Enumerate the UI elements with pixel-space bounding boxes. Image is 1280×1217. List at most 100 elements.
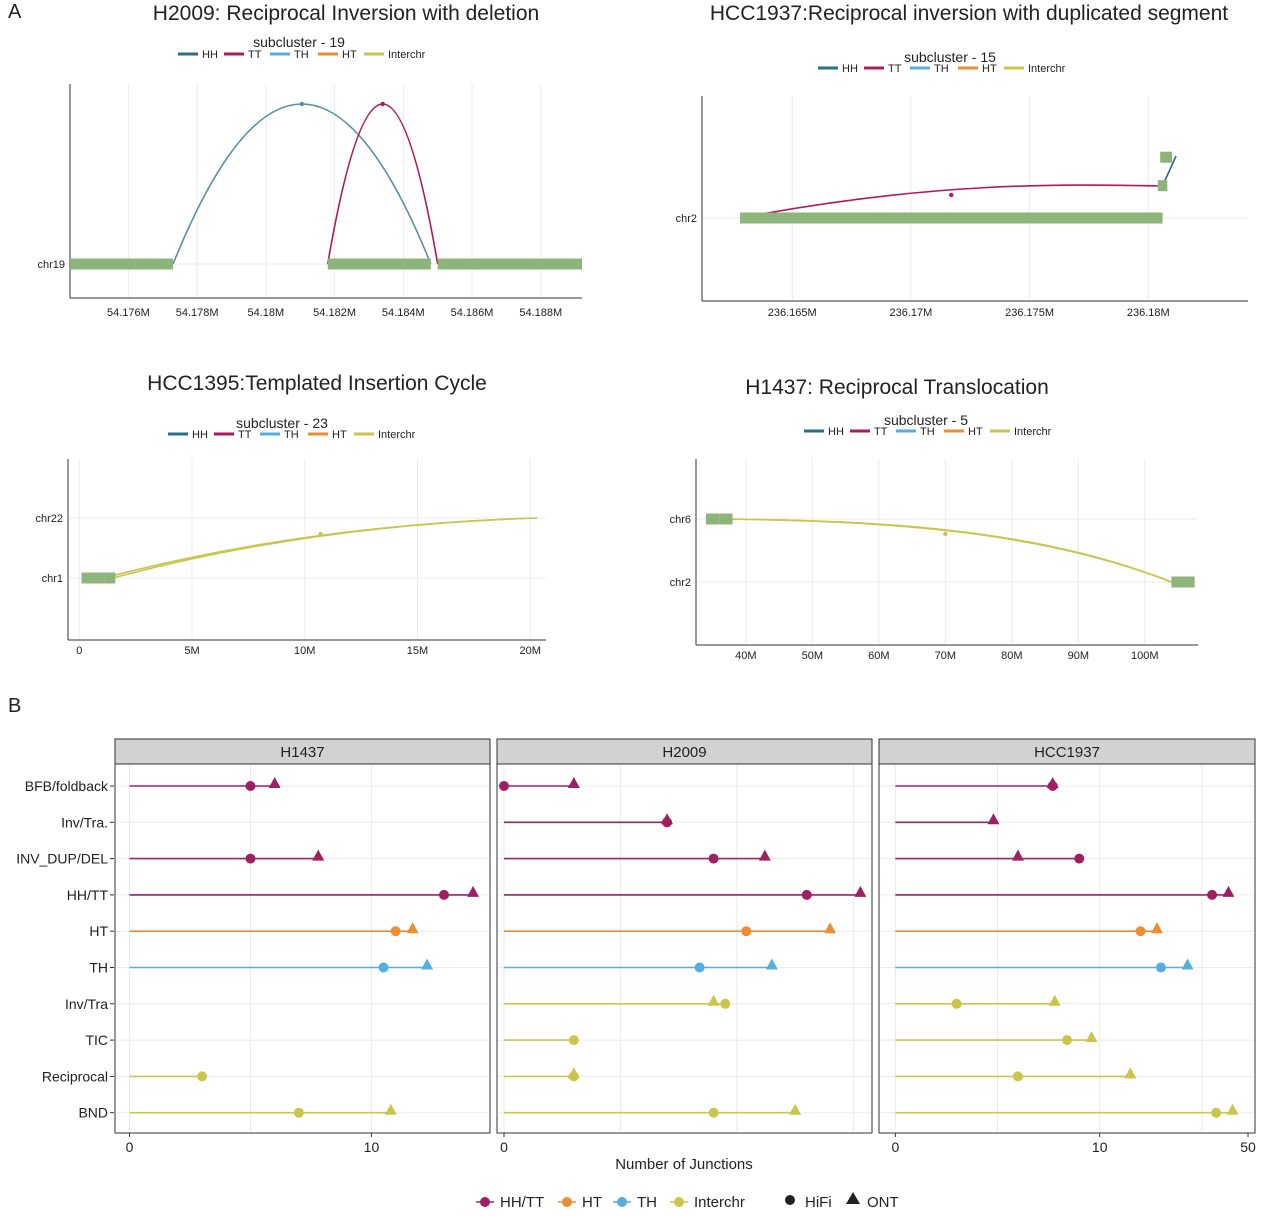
legend-label-HH: HH <box>842 63 858 75</box>
legend-label-TT: TT <box>874 426 888 438</box>
legend-title-1: subcluster - 15 <box>904 49 996 65</box>
hifi-point <box>720 998 731 1009</box>
x-tick-label: 50M <box>802 650 823 662</box>
x-tick-label: 100M <box>1131 650 1159 662</box>
ont-point <box>384 1103 397 1115</box>
facet-title-H1437: H1437 <box>280 744 324 761</box>
segment-chr6 <box>719 513 733 525</box>
category-label: Inv/Tra <box>65 996 108 1012</box>
x-tick-label: 50 <box>1240 1139 1256 1155</box>
x-tick-label: 54.18M <box>248 307 285 319</box>
hifi-point <box>1156 962 1166 973</box>
x-tick-label: 90M <box>1068 650 1089 662</box>
legend-label-Interchr: Interchr <box>378 429 416 441</box>
x-tick-label: 236.165M <box>768 307 817 319</box>
legend-label-HH: HH <box>828 426 844 438</box>
hifi-point <box>568 1035 579 1046</box>
ont-point <box>312 849 325 861</box>
legend-label-Interchr: Interchr <box>388 49 426 61</box>
x-tick-label: 54.184M <box>382 307 425 319</box>
category-label: HT <box>89 923 108 939</box>
junction-midpoint <box>949 192 954 198</box>
x-tick-label: 54.182M <box>313 307 356 319</box>
facet-strip <box>878 738 1256 765</box>
legend-label-HT: HT <box>332 429 347 441</box>
hifi-point <box>708 1107 719 1118</box>
hifi-point <box>498 781 509 791</box>
plot-title-2: HCC1395:Templated Insertion Cycle <box>147 372 487 395</box>
y-tick-label-chr22: chr22 <box>35 513 63 525</box>
legend-label-Interchr: Interchr <box>694 1194 745 1211</box>
segment-chr19 <box>70 258 174 270</box>
legend-label-TH: TH <box>637 1194 657 1211</box>
junction-arc-TT <box>739 184 1163 219</box>
legend-label-ont: ONT <box>867 1194 899 1211</box>
ont-point <box>707 994 720 1006</box>
x-tick-label: 0 <box>500 1139 508 1155</box>
legend-ont-shape <box>846 1192 860 1204</box>
category-label: INV_DUP/DEL <box>16 851 108 867</box>
x-tick-label: 15M <box>407 645 428 657</box>
legend-label-TT: TT <box>888 63 902 75</box>
facet-title-H2009: H2009 <box>662 744 706 761</box>
hifi-point <box>1207 889 1218 900</box>
junction-arc-Interchr <box>112 517 538 579</box>
ont-point <box>854 885 867 897</box>
x-tick-label: 80M <box>1001 650 1022 662</box>
segment-chr1 <box>81 572 105 584</box>
ont-point <box>567 1067 580 1079</box>
segment-chr2 <box>1160 151 1173 163</box>
x-tick-label: 10 <box>1092 1139 1108 1155</box>
junction-midpoint <box>299 101 305 107</box>
legend-key-point <box>480 1197 490 1207</box>
ont-point <box>268 777 281 788</box>
x-tick-label: 70M <box>935 650 956 662</box>
facet-panel <box>496 763 873 1134</box>
hifi-point <box>1211 1107 1222 1118</box>
x-tick-label: 5M <box>184 645 199 657</box>
hifi-point <box>801 889 812 900</box>
panel-label-a: A <box>8 1 22 23</box>
legend-label-TH: TH <box>294 49 309 61</box>
junction-arc-HH <box>172 103 432 265</box>
x-tick-label: 0 <box>76 645 82 657</box>
legend-label-hifi: HiFi <box>805 1194 832 1211</box>
ont-point <box>1011 849 1024 861</box>
y-tick-label-chr1: chr1 <box>42 573 63 585</box>
x-tick-label: 60M <box>868 650 889 662</box>
plot-title-0: H2009: Reciprocal Inversion with deletio… <box>153 2 539 25</box>
y-tick-label-chr6: chr6 <box>670 514 691 526</box>
hifi-point <box>1135 926 1146 937</box>
facet-panel <box>878 763 1256 1134</box>
hifi-point <box>245 781 256 791</box>
legend-label-TT: TT <box>238 429 252 441</box>
ont-point <box>567 777 580 788</box>
category-label: Reciprocal <box>42 1068 108 1084</box>
facet-strip <box>496 738 873 765</box>
ont-point <box>421 958 434 970</box>
x-tick-label: 0 <box>891 1139 899 1155</box>
x-axis-title: Number of Junctions <box>615 1156 753 1173</box>
segment-chr6 <box>705 513 720 525</box>
legend-key-point <box>674 1197 684 1207</box>
ont-point <box>406 922 419 934</box>
x-tick-label: 0 <box>126 1139 134 1155</box>
segment-chr1 <box>104 572 116 584</box>
legend-label-HT: HT <box>342 49 357 61</box>
ont-point <box>758 849 771 861</box>
y-tick-label-chr2: chr2 <box>670 577 691 589</box>
ont-point <box>765 958 778 970</box>
hifi-point <box>439 889 450 900</box>
category-label: TH <box>89 960 108 976</box>
ont-point <box>987 813 1000 825</box>
hifi-point <box>1062 1035 1072 1046</box>
x-tick-label: 20M <box>520 645 541 657</box>
x-tick-label: 236.17M <box>889 307 932 319</box>
category-label: BFB/foldback <box>25 778 109 794</box>
category-label: HH/TT <box>67 887 109 903</box>
legend-label-TH: TH <box>284 429 299 441</box>
hifi-point <box>694 962 705 973</box>
ont-point <box>1226 1103 1239 1115</box>
segment-chr2 <box>739 212 1163 224</box>
category-label: TIC <box>85 1032 108 1048</box>
